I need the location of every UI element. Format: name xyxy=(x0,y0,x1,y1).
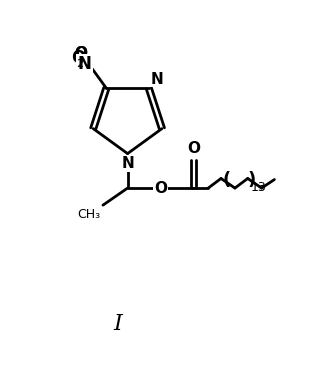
Text: O: O xyxy=(74,46,87,61)
Text: N: N xyxy=(150,71,163,86)
Text: O: O xyxy=(74,46,87,61)
Text: 13: 13 xyxy=(250,181,266,194)
Text: O: O xyxy=(71,49,85,68)
Text: ): ) xyxy=(248,171,256,189)
Text: O: O xyxy=(154,181,167,196)
Text: N: N xyxy=(78,55,92,73)
Text: (: ( xyxy=(223,171,231,189)
Text: 2: 2 xyxy=(76,59,84,69)
Text: N: N xyxy=(121,156,134,171)
Text: I: I xyxy=(113,313,122,335)
Text: CH₃: CH₃ xyxy=(77,208,100,222)
Text: O: O xyxy=(187,141,200,156)
